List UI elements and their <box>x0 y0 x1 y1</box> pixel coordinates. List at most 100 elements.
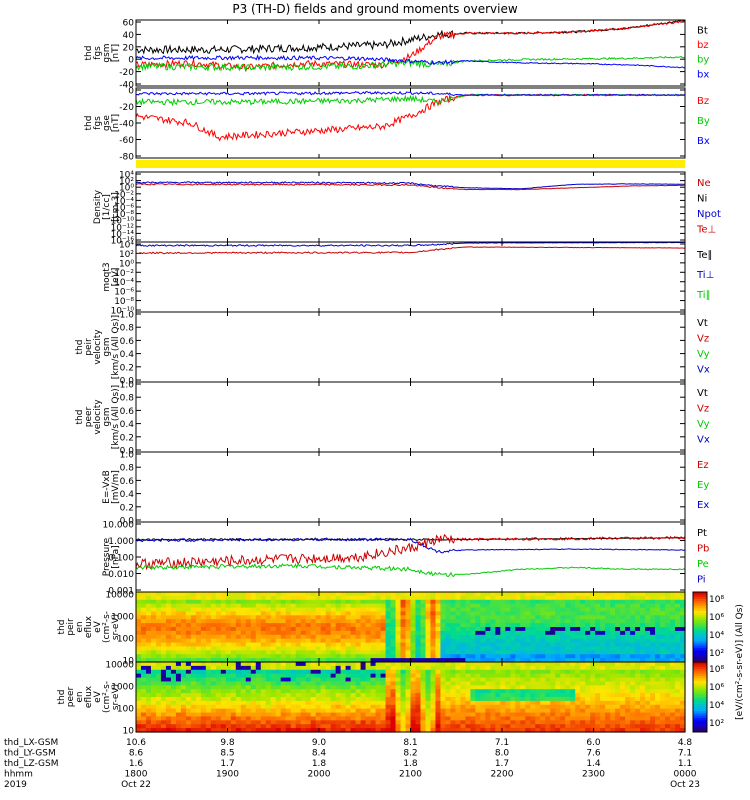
spectrogram-cell <box>240 677 247 683</box>
spectrogram-cell <box>225 669 232 675</box>
spectrogram-cell <box>265 630 272 636</box>
spectrogram-cell <box>435 650 442 655</box>
spectrogram-cell <box>525 599 531 605</box>
spectrogram-cell <box>305 638 312 644</box>
spectrogram-cell <box>535 693 541 698</box>
spectrogram-cell <box>300 677 307 683</box>
spectrogram-cell <box>680 662 686 667</box>
spectrogram-cell <box>195 704 202 710</box>
spectrogram-cell <box>420 728 427 733</box>
spectrogram-cell <box>465 619 471 624</box>
spectrogram-cell <box>385 638 392 644</box>
y-axis-label: (cm²-s- <box>102 611 112 643</box>
spectrogram-cell <box>485 623 491 628</box>
spectrogram-cell <box>255 681 262 686</box>
spectrogram-cell <box>160 638 167 644</box>
spectrogram-cell <box>270 720 277 725</box>
spectrogram-cell <box>655 689 661 694</box>
y-axis-label: eflux <box>84 615 94 638</box>
spectrogram-cell <box>200 611 207 616</box>
spectrogram-cell <box>400 708 407 714</box>
y-tick-label: 10⁻¹⁴ <box>111 230 135 240</box>
spectrogram-cell <box>600 592 606 597</box>
spectrogram-cell <box>280 595 287 601</box>
spectrogram-cell <box>195 728 202 733</box>
spectrogram-cell <box>275 638 282 644</box>
spectrogram-cell <box>515 685 521 690</box>
spectrogram-cell <box>290 638 297 644</box>
spectrogram-cell <box>155 662 162 667</box>
spectrogram-cell <box>340 603 347 609</box>
spectrogram-cell <box>265 599 272 605</box>
spectrogram-cell <box>265 650 272 655</box>
spectrogram-cell <box>325 654 332 659</box>
spectrogram-cell <box>230 595 237 601</box>
spectrogram-cell <box>535 642 541 648</box>
spectrogram-cell <box>136 681 142 686</box>
spectrogram-cell <box>215 712 222 718</box>
spectrogram-cell <box>590 681 596 686</box>
spectrogram-cell <box>220 669 227 675</box>
spectrogram-cell <box>445 681 452 686</box>
spectrogram-cell <box>345 650 352 655</box>
spectrogram-cell <box>136 704 142 710</box>
spectrogram-cell <box>555 642 561 648</box>
spectrogram-cell <box>260 700 267 706</box>
spectrogram-cell <box>295 677 302 683</box>
spectrogram-cell <box>515 693 521 698</box>
spectrogram-cell <box>325 607 332 613</box>
spectrogram-cell <box>290 611 297 616</box>
spectrogram-cell <box>265 592 272 597</box>
spectrogram-cell <box>635 592 641 597</box>
spectrogram-cell <box>150 669 157 675</box>
spectrogram-cell <box>450 623 457 628</box>
spectrogram-cell <box>320 693 327 698</box>
spectrogram-cell <box>635 708 641 714</box>
spectrogram-cell <box>525 662 531 667</box>
spectrogram-cell <box>515 704 521 710</box>
spectrogram-cell <box>340 619 347 624</box>
spectrogram-cell <box>430 720 437 725</box>
spectrogram-cell <box>175 638 182 644</box>
spectrogram-cell <box>455 630 462 636</box>
spectrogram-cell <box>570 634 576 640</box>
spectrogram-cell <box>285 611 292 616</box>
spectrogram-cell <box>260 677 267 683</box>
spectrogram-cell <box>565 712 571 718</box>
spectrogram-cell <box>555 697 561 702</box>
spectrogram-cell <box>380 619 387 624</box>
spectrogram-cell <box>280 693 287 698</box>
spectrogram-cell <box>195 720 202 725</box>
spectrogram-cell <box>485 607 491 613</box>
spectrogram-cell <box>380 724 387 729</box>
spectrogram-cell <box>180 603 187 609</box>
spectrogram-cell <box>205 669 212 675</box>
y-axis-label: E=-VxB <box>102 470 112 504</box>
spectrogram-cell <box>395 658 402 663</box>
colorbar-label: [eV/(cm²-s-sr-eV)] (All Qs) <box>735 604 745 720</box>
spectrogram-cell <box>360 650 367 655</box>
spectrogram-cell <box>525 654 531 659</box>
spectrogram-cell <box>600 630 606 636</box>
spectrogram-cell <box>200 669 207 675</box>
spectrogram-cell <box>590 685 596 690</box>
spectrogram-cell <box>365 724 372 729</box>
spectrogram-cell <box>510 708 516 714</box>
spectrogram-cell <box>525 615 531 620</box>
spectrogram-cell <box>665 720 671 725</box>
spectrogram-cell <box>190 697 197 702</box>
spectrogram-cell <box>365 689 372 694</box>
spectrogram-cell <box>515 603 521 609</box>
colorbar-step <box>693 617 707 621</box>
spectrogram-cell <box>295 704 302 710</box>
spectrogram-cell <box>385 611 392 616</box>
spectrogram-cell <box>235 665 242 671</box>
spectrogram-cell <box>455 673 462 679</box>
spectrogram-cell <box>390 662 397 667</box>
spectrogram-cell <box>345 669 352 675</box>
spectrogram-cell <box>190 720 197 725</box>
colorbar-step <box>693 664 707 668</box>
spectrogram-cell <box>325 658 332 663</box>
spectrogram-cell <box>230 603 237 609</box>
spectrogram-cell <box>505 720 511 725</box>
